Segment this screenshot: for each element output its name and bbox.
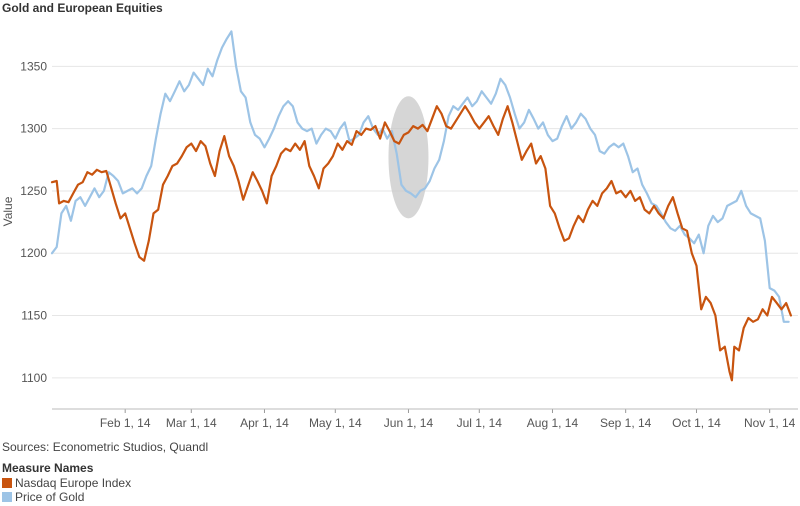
x-tick-label: Aug 1, 14 xyxy=(527,416,579,430)
legend-label-gold: Price of Gold xyxy=(15,490,85,504)
line-chart: 1100 1150 1200 1250 1300 1350 Feb 1, 14 Mar 1,… xyxy=(1,30,798,430)
legend-title: Measure Names xyxy=(2,461,94,475)
y-tick-label: 1200 xyxy=(20,246,47,260)
x-tick-label: Mar 1, 14 xyxy=(166,416,217,430)
y-tick-label: 1300 xyxy=(20,122,47,136)
x-tick-label: Sep 1, 14 xyxy=(600,416,652,430)
y-tick-label: 1250 xyxy=(20,184,47,198)
y-axis-label: Value xyxy=(1,196,15,226)
y-tick-label: 1150 xyxy=(21,309,47,323)
x-tick-label: May 1, 14 xyxy=(309,416,362,430)
x-tick-label: Feb 1, 14 xyxy=(100,416,151,430)
legend: Measure Names Nasdaq Europe Index Price … xyxy=(2,461,131,504)
source-note: Sources: Econometric Studios, Quandl xyxy=(2,440,209,454)
highlight-ellipse xyxy=(388,96,429,219)
x-tick-label: Apr 1, 14 xyxy=(240,416,289,430)
highlight-layer xyxy=(388,96,429,219)
x-tick-label: Jun 1, 14 xyxy=(384,416,434,430)
legend-swatch-gold xyxy=(2,492,12,502)
x-tick-label: Nov 1, 14 xyxy=(744,416,796,430)
series-line-nasdaq-europe-index[interactable] xyxy=(50,105,792,382)
series-layer xyxy=(50,30,792,382)
x-tick-label: Jul 1, 14 xyxy=(457,416,503,430)
chart-title: Gold and European Equities xyxy=(2,1,163,15)
y-tick-label: 1100 xyxy=(21,371,47,385)
y-tick-label: 1350 xyxy=(20,59,47,73)
y-axis-ticks: 1100 1150 1200 1250 1300 1350 xyxy=(20,59,47,385)
legend-swatch-nasdaq xyxy=(2,478,12,488)
x-tick-label: Oct 1, 14 xyxy=(672,416,721,430)
x-axis-ticks: Feb 1, 14 Mar 1, 14 Apr 1, 14 May 1, 14 Jun … xyxy=(100,409,796,430)
legend-item-gold[interactable]: Price of Gold xyxy=(2,490,131,504)
legend-item-nasdaq[interactable]: Nasdaq Europe Index xyxy=(2,476,131,490)
legend-label-nasdaq: Nasdaq Europe Index xyxy=(15,476,132,490)
gridlines xyxy=(52,65,798,379)
series-line-price-of-gold[interactable] xyxy=(50,30,790,323)
